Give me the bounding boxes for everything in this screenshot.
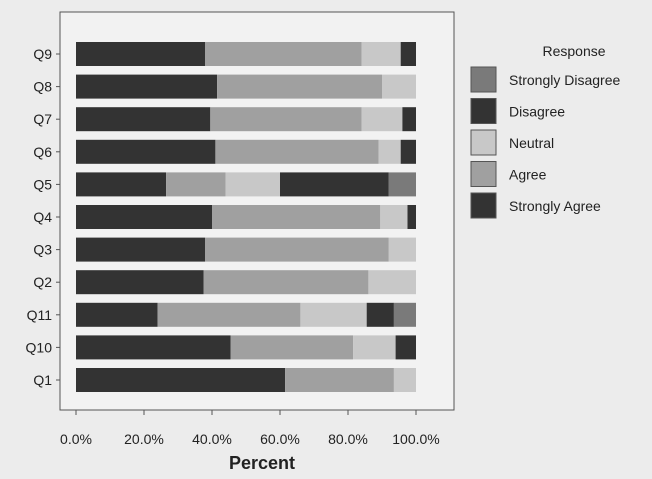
y-tick-label: Q11 bbox=[27, 307, 53, 323]
bar-q8-strongly-agree bbox=[76, 74, 218, 99]
bar-q4-neutral bbox=[380, 205, 408, 229]
bar-q11-strongly-agree bbox=[76, 302, 158, 327]
bar-q9-disagree bbox=[400, 42, 416, 66]
y-tick-label: Q8 bbox=[33, 79, 52, 95]
x-tick-label: 20.0% bbox=[124, 431, 164, 447]
legend-title: Response bbox=[542, 43, 605, 59]
x-tick-label: 40.0% bbox=[192, 431, 232, 447]
x-tick-label: 60.0% bbox=[260, 431, 300, 447]
legend-label-strongly-disagree: Strongly Disagree bbox=[509, 72, 620, 88]
legend-swatch-strongly-disagree bbox=[470, 66, 497, 93]
bar-q9-neutral bbox=[361, 42, 401, 66]
x-axis: 0.0% 20.0% 40.0% 60.0% 80.0% 100.0% bbox=[60, 410, 440, 447]
y-tick-label: Q5 bbox=[33, 176, 52, 192]
y-tick-label: Q3 bbox=[33, 242, 52, 258]
bar-q3-agree bbox=[205, 237, 389, 262]
x-tick-label: 100.0% bbox=[392, 431, 439, 447]
bar-q6-agree bbox=[215, 139, 379, 164]
bar-q7-agree bbox=[210, 107, 362, 132]
y-tick-label: Q6 bbox=[33, 144, 52, 160]
bar-q2-neutral bbox=[368, 270, 416, 295]
legend-label-neutral: Neutral bbox=[509, 135, 554, 151]
bar-q5-agree bbox=[166, 172, 226, 197]
bar-q8-neutral bbox=[382, 74, 416, 99]
bar-q6-strongly-agree bbox=[76, 139, 216, 164]
bar-q7-neutral bbox=[361, 107, 403, 132]
legend: Response Strongly Disagree Disagree Neutra… bbox=[470, 43, 620, 219]
bar-q3-neutral bbox=[388, 237, 416, 262]
bar-q9-strongly-agree bbox=[76, 42, 206, 66]
legend-swatch-agree bbox=[470, 161, 497, 187]
y-tick-label: Q1 bbox=[33, 372, 52, 388]
bar-q1-neutral bbox=[393, 368, 416, 392]
bar-q10-neutral bbox=[353, 335, 396, 360]
y-tick-label: Q10 bbox=[26, 339, 53, 355]
x-tick-label: 80.0% bbox=[328, 431, 368, 447]
y-tick-label: Q7 bbox=[33, 111, 52, 127]
y-tick-label: Q4 bbox=[33, 209, 52, 225]
bar-q5-strongly-disagree bbox=[388, 172, 416, 197]
bar-q6-neutral bbox=[378, 139, 401, 164]
bar-q5-disagree bbox=[280, 172, 389, 197]
legend-swatch-neutral bbox=[470, 129, 497, 156]
bar-q11-strongly-disagree bbox=[393, 302, 416, 327]
x-axis-title: Percent bbox=[229, 453, 295, 473]
bar-q11-disagree bbox=[366, 302, 394, 327]
bar-q6-disagree bbox=[400, 139, 416, 164]
x-tick-label: 0.0% bbox=[60, 431, 92, 447]
bars-layer bbox=[76, 42, 416, 392]
y-axis: Q9 Q8 Q7 Q6 Q5 Q4 Q3 Q2 Q11 Q10 Q1 bbox=[26, 46, 60, 388]
y-tick-label: Q9 bbox=[33, 46, 52, 62]
bar-q10-strongly-agree bbox=[76, 335, 231, 360]
bar-q11-neutral bbox=[300, 302, 367, 327]
y-tick-label: Q2 bbox=[33, 274, 52, 290]
bar-q4-strongly-agree bbox=[76, 205, 212, 229]
bar-q2-agree bbox=[203, 270, 369, 295]
bar-q11-agree bbox=[157, 302, 301, 327]
bar-q8-agree bbox=[217, 74, 382, 99]
legend-label-agree: Agree bbox=[509, 167, 547, 183]
legend-swatch-disagree bbox=[470, 98, 497, 124]
bar-q1-strongly-agree bbox=[76, 368, 286, 392]
bar-q7-disagree bbox=[402, 107, 416, 132]
bar-q10-disagree bbox=[395, 335, 416, 360]
bar-q9-agree bbox=[205, 42, 362, 66]
bar-q10-agree bbox=[230, 335, 354, 360]
bar-q5-neutral bbox=[225, 172, 280, 197]
bar-q7-strongly-agree bbox=[76, 107, 211, 132]
legend-label-strongly-agree: Strongly Agree bbox=[509, 198, 601, 214]
bar-q4-disagree bbox=[407, 205, 416, 229]
bar-q2-strongly-agree bbox=[76, 270, 204, 295]
legend-swatch-strongly-agree bbox=[470, 192, 497, 219]
bar-q4-agree bbox=[212, 205, 381, 229]
bar-q3-strongly-agree bbox=[76, 237, 206, 262]
legend-label-disagree: Disagree bbox=[509, 104, 565, 120]
bar-q1-agree bbox=[285, 368, 394, 392]
bar-q5-strongly-agree bbox=[76, 172, 167, 197]
